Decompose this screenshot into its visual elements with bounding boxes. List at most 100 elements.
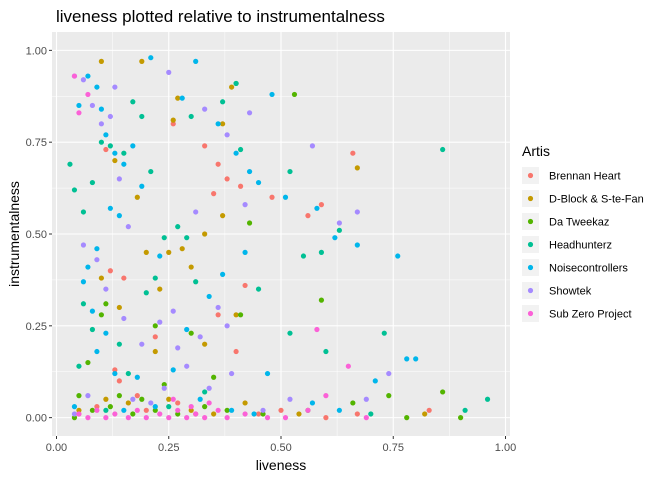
data-point bbox=[116, 341, 122, 347]
data-point bbox=[193, 411, 199, 417]
data-point bbox=[296, 411, 302, 417]
data-point bbox=[107, 268, 113, 274]
data-point bbox=[413, 356, 419, 362]
data-point bbox=[170, 117, 176, 123]
data-point bbox=[130, 411, 136, 417]
data-point bbox=[215, 304, 221, 311]
data-point bbox=[161, 235, 167, 241]
data-point bbox=[98, 139, 104, 145]
data-point bbox=[107, 143, 113, 149]
data-point bbox=[112, 157, 118, 164]
legend-key bbox=[527, 310, 534, 317]
data-point bbox=[152, 323, 158, 329]
data-point bbox=[354, 165, 360, 171]
data-point bbox=[197, 396, 203, 402]
data-point bbox=[166, 249, 172, 255]
data-point bbox=[255, 179, 262, 186]
data-point bbox=[130, 99, 136, 105]
data-point bbox=[76, 363, 82, 369]
data-point bbox=[422, 411, 428, 417]
data-point bbox=[85, 359, 91, 366]
data-point bbox=[89, 308, 96, 314]
data-point bbox=[242, 202, 248, 208]
data-point bbox=[139, 341, 145, 347]
data-point bbox=[197, 334, 203, 340]
y-axis-ticks: 0.00 0.25 0.50 0.75 1.00 bbox=[26, 45, 52, 425]
data-point bbox=[80, 279, 87, 285]
data-point bbox=[152, 404, 158, 410]
data-point bbox=[305, 407, 311, 413]
data-point bbox=[211, 191, 217, 197]
data-point bbox=[202, 143, 208, 149]
data-point bbox=[233, 312, 239, 318]
data-point bbox=[148, 55, 154, 61]
data-point bbox=[112, 150, 118, 156]
data-point bbox=[143, 290, 149, 296]
data-point bbox=[202, 389, 208, 395]
data-point bbox=[85, 415, 91, 421]
x-tick-label: 0.50 bbox=[270, 442, 291, 454]
legend-key bbox=[527, 195, 534, 202]
data-point bbox=[121, 161, 127, 167]
data-point bbox=[80, 209, 87, 215]
data-point bbox=[220, 271, 226, 277]
y-tick-label: 0.25 bbox=[26, 321, 47, 333]
legend-label: Showtek bbox=[549, 286, 592, 298]
data-point bbox=[121, 407, 127, 413]
x-tick-label: 0.25 bbox=[158, 442, 179, 454]
data-point bbox=[98, 58, 104, 64]
data-point bbox=[242, 400, 248, 406]
data-point bbox=[89, 102, 96, 109]
data-point bbox=[350, 400, 356, 406]
data-point bbox=[440, 389, 446, 395]
data-point bbox=[318, 249, 325, 255]
data-point bbox=[282, 415, 289, 421]
data-point bbox=[404, 415, 410, 421]
data-point bbox=[224, 323, 230, 329]
data-point bbox=[134, 407, 140, 413]
data-point bbox=[103, 330, 109, 336]
data-point bbox=[278, 407, 284, 413]
data-point bbox=[71, 73, 78, 79]
data-point bbox=[166, 415, 172, 421]
data-point bbox=[215, 121, 221, 127]
data-point bbox=[246, 110, 253, 116]
data-point bbox=[211, 374, 217, 380]
data-point bbox=[336, 227, 342, 233]
data-point bbox=[89, 326, 96, 333]
data-point bbox=[211, 411, 217, 417]
y-tick-label: 0.50 bbox=[26, 229, 47, 241]
data-point bbox=[112, 84, 118, 90]
data-point bbox=[386, 370, 392, 377]
data-point bbox=[291, 91, 298, 98]
data-point bbox=[175, 345, 181, 351]
data-point bbox=[224, 407, 230, 413]
data-point bbox=[202, 231, 208, 237]
data-point bbox=[94, 246, 100, 252]
data-point bbox=[121, 315, 127, 322]
data-point bbox=[287, 396, 293, 402]
legend-label: Headhunterz bbox=[549, 240, 612, 252]
data-point bbox=[206, 400, 212, 406]
data-point bbox=[85, 73, 91, 79]
data-point bbox=[67, 161, 73, 167]
data-point bbox=[220, 121, 226, 127]
legend: Artis Brennan Heart D-Block & S-te-Fan Da … bbox=[522, 143, 644, 322]
data-point bbox=[237, 146, 244, 153]
data-point bbox=[152, 275, 158, 281]
data-point bbox=[237, 312, 244, 318]
x-tick-label: 0.75 bbox=[383, 442, 404, 454]
data-point bbox=[161, 381, 167, 388]
data-point bbox=[157, 286, 163, 292]
data-point bbox=[462, 407, 468, 413]
data-point bbox=[332, 235, 338, 241]
data-point bbox=[220, 99, 226, 105]
data-point bbox=[116, 393, 122, 399]
data-point bbox=[224, 176, 230, 182]
data-point bbox=[224, 132, 230, 138]
data-point bbox=[157, 319, 163, 325]
data-point bbox=[166, 404, 172, 410]
data-point bbox=[206, 293, 212, 300]
data-point bbox=[103, 415, 109, 421]
data-point bbox=[112, 367, 118, 373]
